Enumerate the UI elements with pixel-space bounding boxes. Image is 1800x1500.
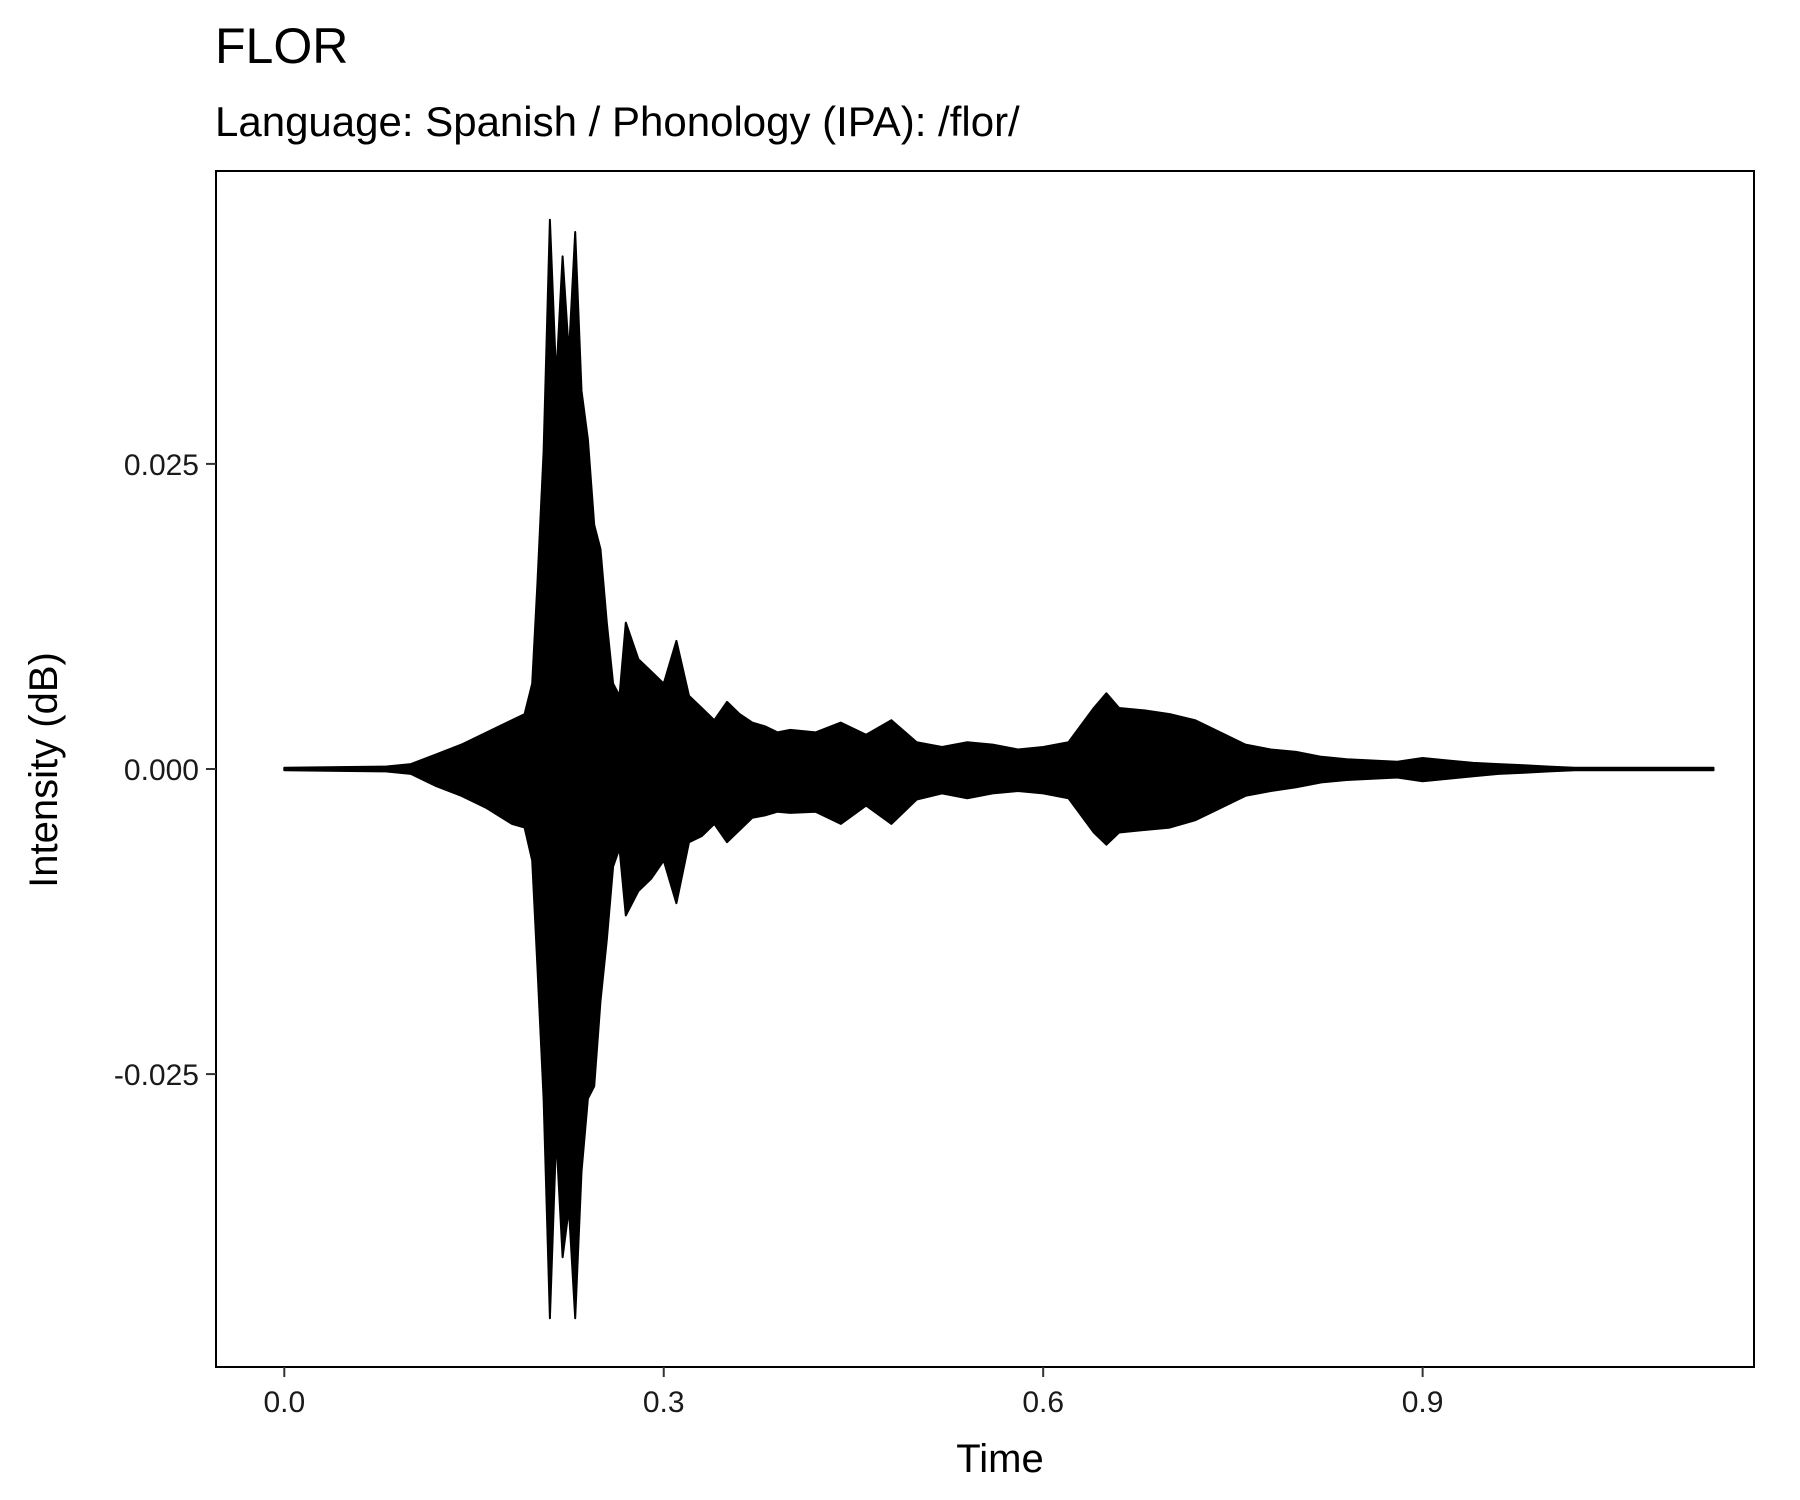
y-tick-label: -0.025 xyxy=(114,1059,199,1092)
x-tick-label: 0.6 xyxy=(1022,1386,1064,1419)
plot-area xyxy=(283,218,1715,1320)
y-tick-label: 0.000 xyxy=(124,754,199,787)
x-tick-label: 0.0 xyxy=(263,1386,305,1419)
x-tick-label: 0.3 xyxy=(643,1386,685,1419)
y-axis-title: Intensity (dB) xyxy=(22,652,66,888)
y-tick-label: 0.025 xyxy=(124,449,199,482)
waveform-series xyxy=(283,218,1715,1320)
chart-subtitle: Language: Spanish / Phonology (IPA): /fl… xyxy=(215,98,1020,145)
x-tick-label: 0.9 xyxy=(1402,1386,1444,1419)
x-axis: 0.0 0.3 0.6 0.9 xyxy=(263,1367,1443,1419)
x-axis-title: Time xyxy=(956,1437,1043,1481)
y-axis: 0.025 0.000 -0.025 xyxy=(114,449,216,1092)
chart-title: FLOR xyxy=(215,18,348,74)
